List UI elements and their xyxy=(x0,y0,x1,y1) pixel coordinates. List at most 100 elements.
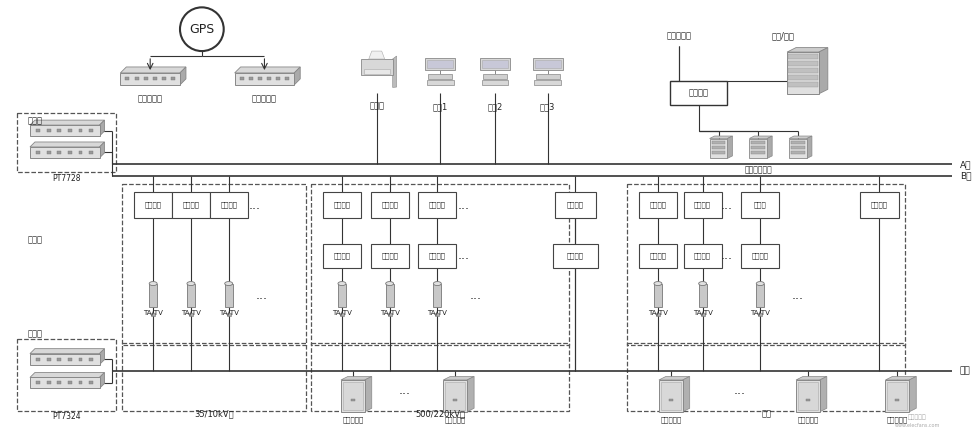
Ellipse shape xyxy=(337,282,345,286)
Bar xyxy=(225,283,233,307)
Bar xyxy=(311,343,569,411)
Text: ...: ... xyxy=(457,199,468,212)
Bar xyxy=(740,244,778,268)
Bar xyxy=(189,313,193,316)
Polygon shape xyxy=(30,372,105,378)
Bar xyxy=(445,382,465,410)
Bar xyxy=(750,146,765,149)
Text: 后备保护: 后备保护 xyxy=(693,202,710,208)
Bar xyxy=(323,192,361,218)
Text: 智能操作箱: 智能操作箱 xyxy=(886,416,907,423)
Bar xyxy=(435,313,439,316)
Bar xyxy=(89,129,93,132)
Bar xyxy=(711,146,725,149)
Text: 打印机: 打印机 xyxy=(369,101,383,110)
Bar xyxy=(58,381,62,385)
Bar xyxy=(658,380,682,412)
Bar xyxy=(30,354,100,365)
Bar xyxy=(795,380,819,412)
Bar xyxy=(482,74,507,79)
Bar xyxy=(78,381,82,385)
Polygon shape xyxy=(909,376,915,412)
Bar xyxy=(276,77,280,80)
Bar xyxy=(323,244,361,268)
Polygon shape xyxy=(365,376,372,412)
Polygon shape xyxy=(767,136,772,158)
Polygon shape xyxy=(30,120,105,125)
Text: GPS: GPS xyxy=(189,23,214,36)
Bar xyxy=(668,399,672,401)
Polygon shape xyxy=(30,142,105,147)
Ellipse shape xyxy=(385,282,393,286)
Polygon shape xyxy=(235,67,300,73)
Text: 电子发烧友: 电子发烧友 xyxy=(907,414,925,420)
Bar xyxy=(267,77,271,80)
Text: TA/TV: TA/TV xyxy=(332,310,351,316)
Polygon shape xyxy=(30,349,105,354)
Bar xyxy=(235,73,294,85)
Bar xyxy=(711,141,725,145)
Bar xyxy=(750,141,765,145)
Polygon shape xyxy=(748,136,772,138)
Text: 测控保护: 测控保护 xyxy=(380,202,398,208)
Bar xyxy=(172,192,209,218)
Text: ...: ... xyxy=(720,249,732,262)
Bar xyxy=(740,192,778,218)
Polygon shape xyxy=(100,142,105,158)
Circle shape xyxy=(180,7,224,51)
Bar xyxy=(36,129,40,132)
Bar xyxy=(67,129,72,132)
Bar xyxy=(532,58,562,70)
Bar xyxy=(790,141,804,145)
Bar xyxy=(78,129,82,132)
Text: A网: A网 xyxy=(959,160,970,169)
Bar xyxy=(788,138,806,158)
Bar xyxy=(700,313,704,316)
Bar xyxy=(371,192,408,218)
Text: 智能操作箱: 智能操作箱 xyxy=(659,416,681,423)
Polygon shape xyxy=(369,51,384,59)
Text: 监控1: 监控1 xyxy=(432,102,448,111)
Bar xyxy=(361,59,392,75)
Bar xyxy=(337,283,345,307)
Text: ...: ... xyxy=(457,249,468,262)
Text: TA/TV: TA/TV xyxy=(143,310,163,316)
Bar xyxy=(342,382,363,410)
Text: B网: B网 xyxy=(959,172,970,181)
Bar xyxy=(787,61,817,66)
Text: 测控保护: 测控保护 xyxy=(145,202,161,208)
Text: 其它智能装置: 其它智能装置 xyxy=(743,166,772,175)
Text: TA/TV: TA/TV xyxy=(692,310,712,316)
Polygon shape xyxy=(884,376,915,380)
Bar xyxy=(805,399,809,401)
Text: 主变: 主变 xyxy=(761,409,771,418)
Bar xyxy=(711,151,725,155)
Text: 主保护: 主保护 xyxy=(753,202,766,208)
Bar xyxy=(17,339,116,411)
Bar xyxy=(895,399,899,401)
Text: 至智能设备: 至智能设备 xyxy=(251,94,277,103)
Bar xyxy=(787,54,817,59)
Text: 调度/集控: 调度/集控 xyxy=(771,32,794,41)
Bar xyxy=(248,77,252,80)
Polygon shape xyxy=(727,136,732,158)
Text: 合并单元: 合并单元 xyxy=(428,253,445,259)
Bar xyxy=(481,80,508,85)
Bar xyxy=(786,52,818,94)
Text: 35/10kV侧: 35/10kV侧 xyxy=(195,409,234,418)
Bar xyxy=(144,77,148,80)
Text: TA/TV: TA/TV xyxy=(379,310,399,316)
Bar xyxy=(67,381,72,385)
Text: 合并单元: 合并单元 xyxy=(333,253,350,259)
Bar xyxy=(78,151,82,154)
Bar xyxy=(750,151,765,155)
Bar xyxy=(790,146,804,149)
Polygon shape xyxy=(294,67,300,85)
Text: ...: ... xyxy=(720,199,732,212)
Bar xyxy=(340,380,365,412)
Bar xyxy=(67,358,72,361)
Bar xyxy=(36,381,40,385)
Polygon shape xyxy=(392,56,396,87)
Text: PT7324: PT7324 xyxy=(53,412,81,421)
Text: ...: ... xyxy=(248,199,260,212)
